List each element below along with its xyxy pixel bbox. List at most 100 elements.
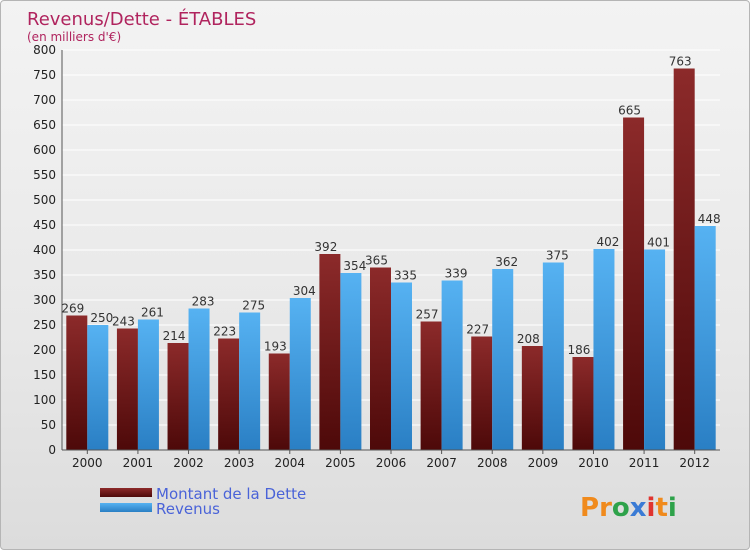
data-label: 375	[546, 249, 569, 263]
bar-revenus-2004	[289, 298, 311, 450]
x-tick-label: 2000	[72, 456, 103, 470]
data-label: 335	[394, 269, 417, 283]
x-tick-label: 2003	[224, 456, 255, 470]
bar-debt-2006	[370, 267, 391, 450]
y-tick-label: 400	[33, 243, 56, 257]
y-tick-label: 600	[33, 143, 56, 157]
bar-revenus-2006	[391, 282, 412, 450]
bar-revenus-2012	[694, 226, 716, 450]
bar-debt-2008	[471, 336, 493, 450]
bar-debt-2004	[268, 353, 290, 450]
bar-revenus-2011	[644, 249, 666, 450]
legend-swatch-revenus	[100, 503, 152, 512]
y-tick-label: 300	[33, 293, 56, 307]
y-tick-label: 50	[41, 418, 56, 432]
bar-revenus-2003	[239, 312, 261, 450]
x-tick-label: 2002	[173, 456, 204, 470]
bar-debt-2010	[572, 357, 594, 450]
y-tick-label: 750	[33, 68, 56, 82]
bar-debt-2007	[420, 321, 442, 450]
x-tick-label: 2012	[679, 456, 710, 470]
bar-debt-2000	[66, 315, 88, 450]
data-label: 275	[242, 299, 265, 313]
data-label: 283	[192, 295, 215, 309]
data-label: 269	[61, 302, 84, 316]
proxiti-letter: o	[612, 493, 630, 523]
bar-debt-2005	[319, 254, 341, 450]
proxiti-letter: r	[599, 493, 612, 523]
bar-debt-2012	[673, 68, 695, 450]
y-tick-label: 250	[33, 318, 56, 332]
bar-debt-2003	[218, 338, 240, 450]
legend-swatch-debt	[100, 488, 152, 497]
proxiti-wordmark: Proxiti	[580, 493, 677, 523]
y-tick-label: 700	[33, 93, 56, 107]
proxiti-letter: P	[580, 493, 599, 523]
data-label: 214	[163, 329, 186, 343]
x-tick-label: 2008	[477, 456, 508, 470]
bar-revenus-2010	[593, 249, 615, 450]
y-tick-label: 0	[48, 443, 56, 457]
proxiti-letter: x	[630, 493, 647, 523]
bar-revenus-2007	[441, 280, 463, 450]
data-label: 448	[698, 212, 721, 226]
x-tick-label: 2011	[629, 456, 660, 470]
proxiti-letter: t	[655, 493, 667, 523]
x-tick-label: 2006	[376, 456, 407, 470]
bar-revenus-2008	[492, 269, 514, 450]
y-axis: 0 50 100 150 200 250 300 350 400 450 500 550 600 650 7…	[33, 43, 63, 457]
y-tick-label: 350	[33, 268, 56, 282]
x-tick-label: 2007	[426, 456, 457, 470]
bar-debt-2011	[623, 117, 645, 450]
y-tick-label: 150	[33, 368, 56, 382]
data-label: 392	[314, 240, 337, 254]
data-label: 362	[495, 255, 518, 269]
y-tick-label: 200	[33, 343, 56, 357]
x-tick-label: 2009	[528, 456, 559, 470]
data-label: 257	[416, 308, 439, 322]
bars	[66, 68, 716, 450]
data-label: 401	[647, 236, 670, 250]
data-label: 227	[466, 323, 489, 337]
x-axis: 2000 2001 2002 2003 2004 2005 2006 2007 2008 2009…	[62, 449, 720, 470]
bar-revenus-2000	[87, 325, 109, 450]
y-tick-label: 100	[33, 393, 56, 407]
y-tick-label: 550	[33, 168, 56, 182]
y-tick-label: 450	[33, 218, 56, 232]
x-tick-label: 2005	[325, 456, 356, 470]
y-tick-label: 650	[33, 118, 56, 132]
chart-subtitle: (en milliers d'€)	[27, 30, 121, 44]
chart-title: Revenus/Dette - ÉTABLES	[27, 8, 256, 30]
data-label: 243	[112, 315, 135, 329]
data-label: 223	[213, 325, 236, 339]
proxiti-letter: i	[647, 493, 656, 523]
data-label: 186	[568, 343, 591, 357]
data-label: 665	[618, 104, 641, 118]
data-label: 208	[517, 332, 540, 346]
data-label: 304	[293, 284, 316, 298]
bar-revenus-2002	[188, 308, 210, 450]
bar-revenus-2005	[340, 273, 362, 450]
y-tick-label: 800	[33, 43, 56, 57]
data-label: 354	[343, 259, 366, 273]
bar-revenus-2009	[542, 262, 564, 450]
y-tick-label: 500	[33, 193, 56, 207]
legend-label-debt: Montant de la Dette	[156, 485, 306, 503]
data-label: 339	[445, 267, 468, 281]
data-label: 250	[90, 311, 113, 325]
data-label: 365	[365, 254, 388, 268]
x-tick-label: 2004	[274, 456, 305, 470]
data-label: 402	[597, 235, 620, 249]
legend-label-revenus: Revenus	[156, 500, 220, 518]
legend: Montant de la Dette Revenus	[100, 485, 306, 518]
bar-debt-2002	[167, 343, 189, 450]
data-label: 261	[141, 306, 164, 320]
bar-revenus-2001	[137, 319, 159, 450]
proxiti-logo: Proxiti	[580, 493, 677, 523]
bar-debt-2009	[521, 346, 543, 450]
x-tick-label: 2010	[578, 456, 609, 470]
data-label: 763	[669, 55, 692, 69]
proxiti-letter: i	[668, 493, 677, 523]
